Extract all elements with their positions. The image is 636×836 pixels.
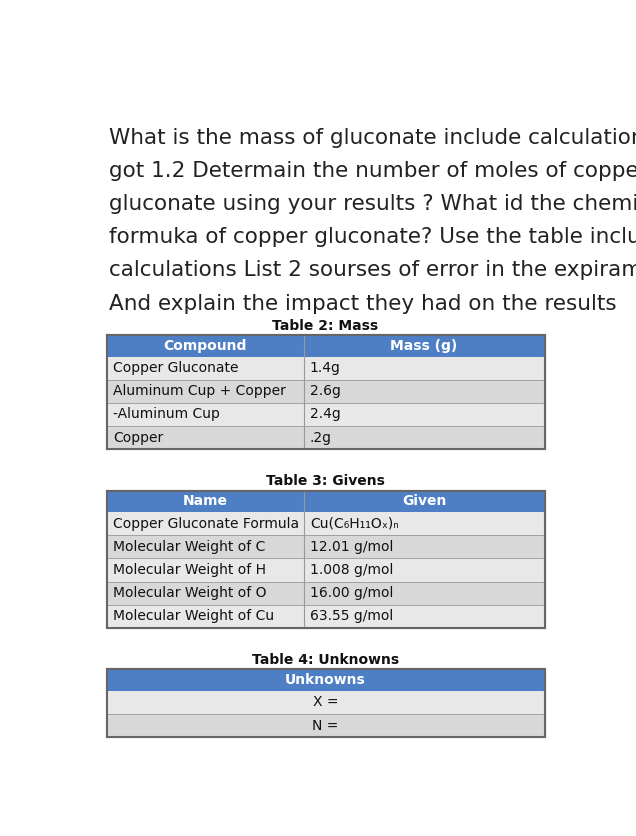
Bar	[107, 403, 544, 426]
Text: .2g: .2g	[310, 431, 332, 445]
Bar	[107, 426, 544, 449]
Text: Molecular Weight of H: Molecular Weight of H	[113, 563, 266, 577]
Bar	[107, 714, 544, 737]
Text: X =: X =	[313, 696, 338, 710]
Text: Copper: Copper	[113, 431, 163, 445]
Bar	[107, 582, 544, 604]
Text: calculations List 2 sourses of error in the expirament: calculations List 2 sourses of error in …	[109, 261, 636, 281]
Bar	[107, 691, 544, 714]
Text: Aluminum Cup + Copper: Aluminum Cup + Copper	[113, 385, 286, 399]
Bar	[107, 604, 544, 628]
Bar	[107, 491, 544, 512]
Text: -Aluminum Cup: -Aluminum Cup	[113, 407, 219, 421]
Text: 1.008 g/mol: 1.008 g/mol	[310, 563, 393, 577]
Text: And explain the impact they had on the results: And explain the impact they had on the r…	[109, 293, 616, 314]
Text: 2.6g: 2.6g	[310, 385, 341, 399]
Bar	[107, 491, 544, 628]
Text: got 1.2 Determain the number of moles of copper: got 1.2 Determain the number of moles of…	[109, 161, 636, 181]
Text: Copper Gluconate Formula: Copper Gluconate Formula	[113, 517, 299, 531]
Text: 1.4g: 1.4g	[310, 361, 341, 375]
Bar	[107, 670, 544, 691]
Bar	[107, 335, 544, 357]
Bar	[107, 670, 544, 737]
Bar	[107, 491, 544, 628]
Text: Copper Gluconate: Copper Gluconate	[113, 361, 238, 375]
Text: formuka of copper gluconate? Use the table include: formuka of copper gluconate? Use the tab…	[109, 227, 636, 247]
Text: N =: N =	[312, 719, 339, 732]
Text: Molecular Weight of O: Molecular Weight of O	[113, 586, 266, 600]
Text: 12.01 g/mol: 12.01 g/mol	[310, 540, 393, 554]
Bar	[107, 512, 544, 535]
Text: Mass (g): Mass (g)	[391, 339, 458, 353]
Text: Table 2: Mass: Table 2: Mass	[272, 319, 378, 333]
Bar	[107, 357, 544, 380]
Text: gluconate using your results ? What id the chemical: gluconate using your results ? What id t…	[109, 194, 636, 214]
Bar	[107, 670, 544, 737]
Text: Table 3: Givens: Table 3: Givens	[266, 475, 385, 488]
Bar	[107, 535, 544, 558]
Bar	[107, 335, 544, 449]
Text: Name: Name	[183, 494, 228, 508]
Text: Cu(C₆H₁₁Oₓ)ₙ: Cu(C₆H₁₁Oₓ)ₙ	[310, 517, 399, 531]
Bar	[107, 558, 544, 582]
Text: Molecular Weight of C: Molecular Weight of C	[113, 540, 265, 554]
Text: Table 4: Unknowns: Table 4: Unknowns	[252, 653, 399, 667]
Text: Unknowns: Unknowns	[285, 673, 366, 687]
Bar	[107, 335, 544, 449]
Text: Given: Given	[402, 494, 446, 508]
Bar	[107, 380, 544, 403]
Text: 63.55 g/mol: 63.55 g/mol	[310, 609, 393, 623]
Text: 16.00 g/mol: 16.00 g/mol	[310, 586, 393, 600]
Text: Compound: Compound	[163, 339, 247, 353]
Text: Molecular Weight of Cu: Molecular Weight of Cu	[113, 609, 274, 623]
Text: What is the mass of gluconate include calculations . . I: What is the mass of gluconate include ca…	[109, 128, 636, 148]
Text: 2.4g: 2.4g	[310, 407, 341, 421]
